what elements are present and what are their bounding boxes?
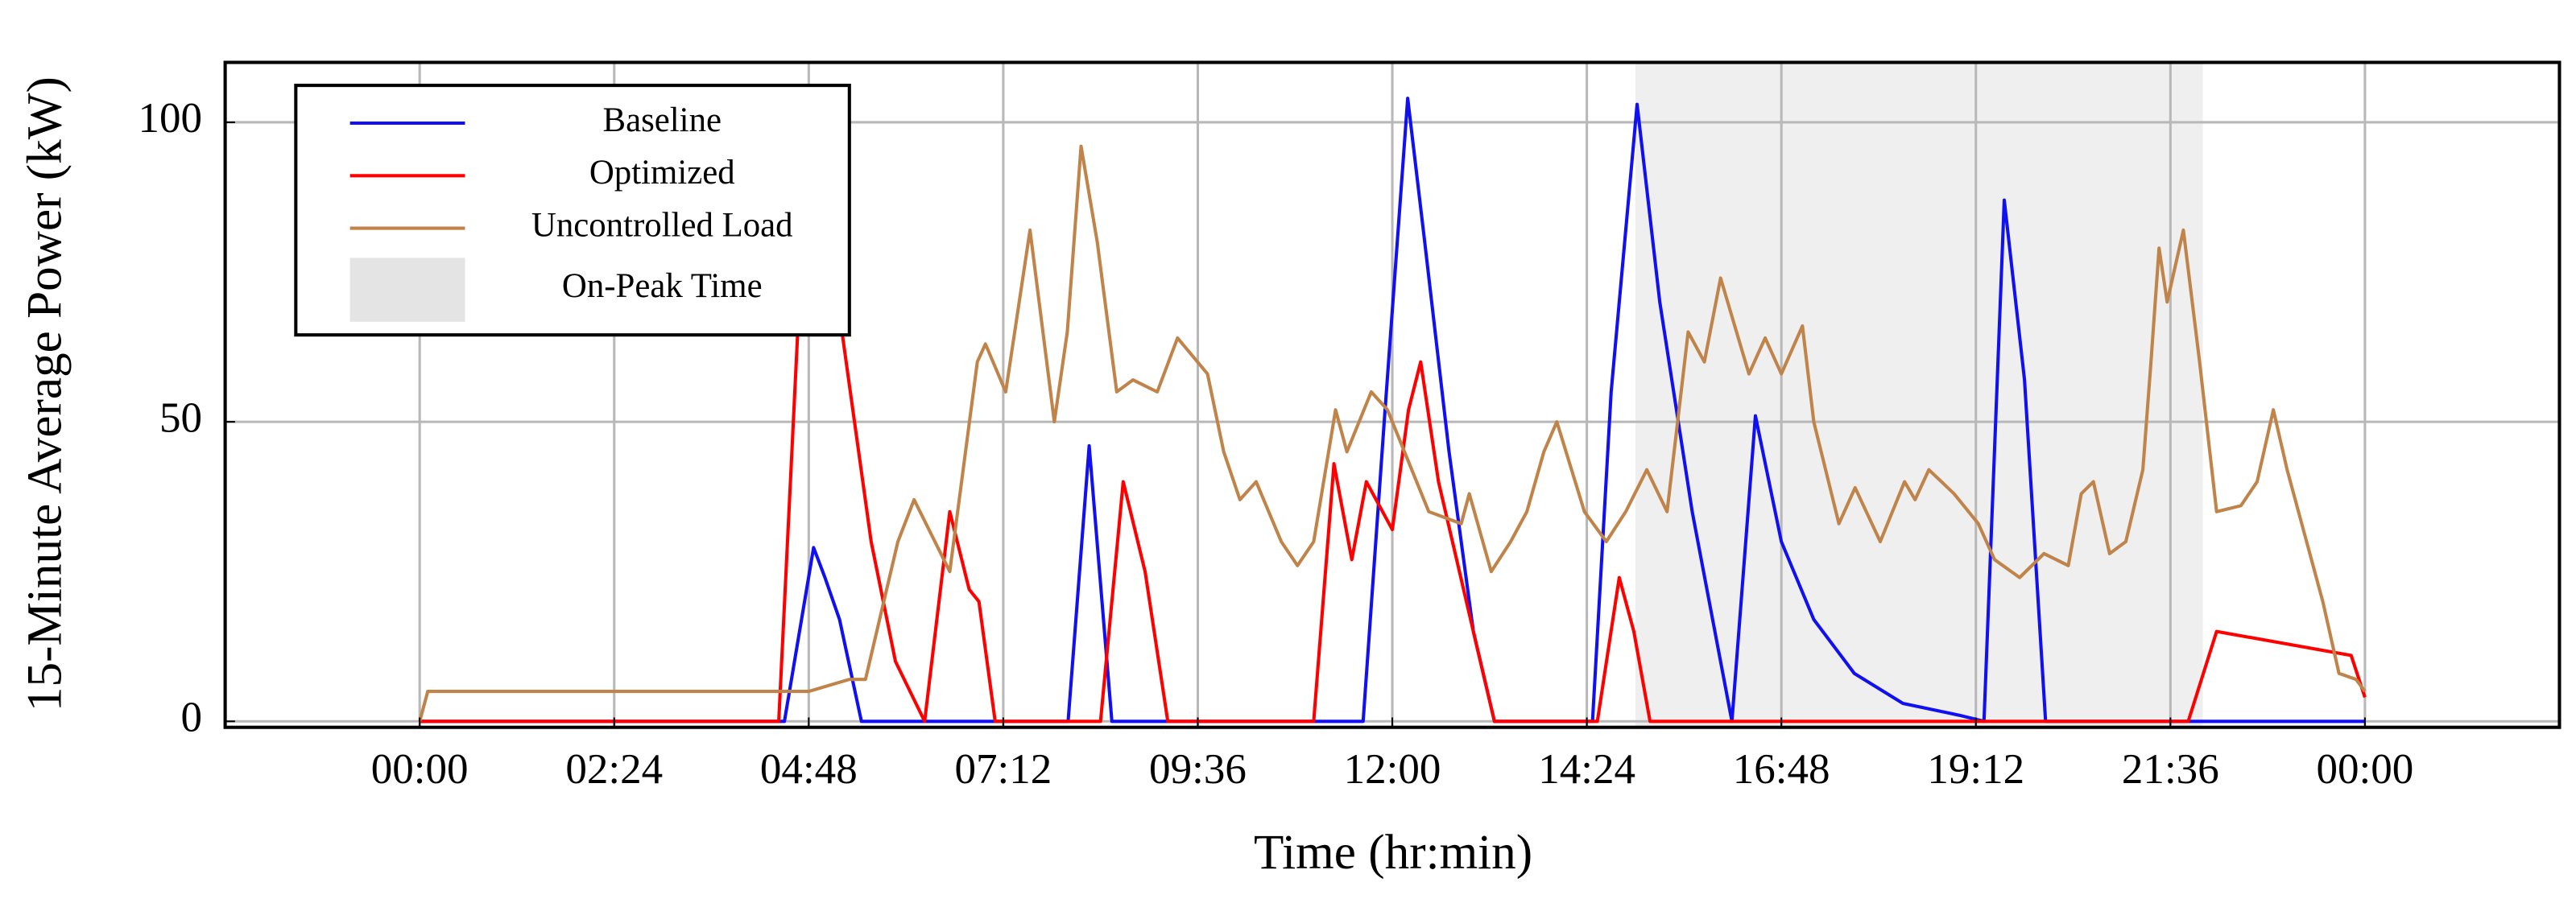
- x-tick-label: 00:00: [371, 746, 469, 793]
- series-layer: [418, 97, 2367, 724]
- x-tick-label: 21:36: [2122, 746, 2219, 793]
- y-tick-label: 0: [181, 694, 203, 740]
- series-line: [420, 270, 2367, 724]
- y-tick-label: 50: [159, 394, 202, 441]
- background-layer: [1635, 62, 2203, 728]
- x-axis-label: Time (hr:min): [1254, 825, 1532, 880]
- legend: Baseline Optimized Uncontrolled Load On-Pea…: [294, 84, 851, 337]
- x-tick-label: 19:12: [1927, 746, 2024, 793]
- x-tick-label: 09:36: [1149, 746, 1247, 793]
- legend-label: Baseline: [603, 101, 722, 139]
- x-tick-label: 12:00: [1344, 746, 1441, 793]
- legend-label: On-Peak Time: [562, 267, 763, 305]
- y-tick-label: 100: [139, 95, 203, 142]
- legend-label: Optimized: [589, 154, 735, 192]
- y-axis-label: 15-Minute Average Power (kW): [17, 76, 72, 711]
- on-peak-band: [1635, 62, 2203, 728]
- legend-label: Uncontrolled Load: [531, 206, 793, 244]
- tick-layer: 00:00 02:24 04:48 07:12 09:36 12:00 14:24 16:48…: [139, 95, 2414, 793]
- x-tick-label: 07:12: [955, 746, 1052, 793]
- x-tick-label: 00:00: [2316, 746, 2413, 793]
- x-tick-label: 02:24: [565, 746, 663, 793]
- x-tick-label: 16:48: [1733, 746, 1830, 793]
- x-tick-label: 04:48: [760, 746, 858, 793]
- x-tick-label: 14:24: [1538, 746, 1635, 793]
- series-line: [418, 144, 2367, 722]
- legend-swatch: [349, 258, 465, 322]
